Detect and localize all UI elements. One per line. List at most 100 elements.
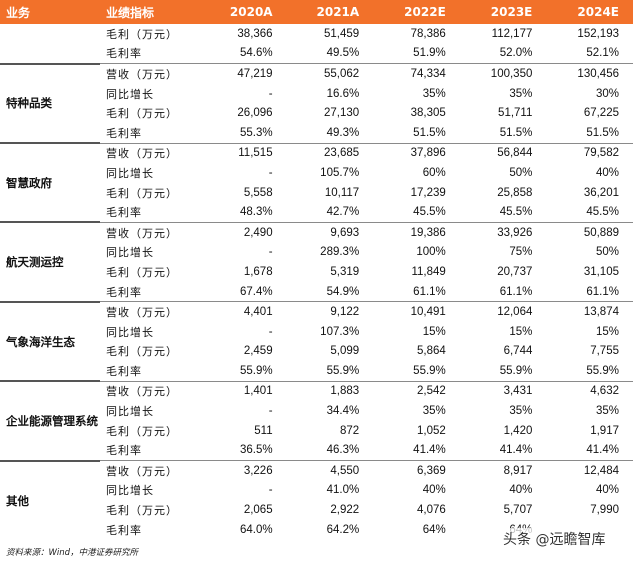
value-cell: 55.3%: [239, 126, 273, 139]
table-row: 毛利率 48.3% 42.7% 45.5% 45.5% 45.5%: [0, 202, 633, 222]
value-cell: 52.0%: [499, 47, 533, 60]
value-cell: 4,550: [286, 460, 374, 481]
value-cell: 10,491: [373, 301, 460, 322]
value-cell: 35%: [509, 87, 533, 100]
value-cell: 36.5%: [239, 444, 273, 457]
value-cell: 5,099: [330, 345, 360, 358]
value-cell: 12,484: [546, 460, 633, 481]
header-2022e: 2022E: [373, 0, 460, 24]
header-2024e: 2024E: [546, 0, 633, 24]
metric-label: 毛利率: [106, 206, 142, 220]
table-row: 毛利率 55.3% 49.3% 51.5% 51.5% 51.5%: [0, 123, 633, 143]
metric-label: 毛利（万元）: [106, 265, 178, 279]
value-cell: 100%: [416, 246, 446, 259]
value-cell: 45.5%: [499, 206, 533, 219]
metric-label: 毛利率: [106, 126, 142, 140]
value-cell: 55,062: [286, 63, 374, 84]
value-cell: 105.7%: [320, 166, 360, 179]
value-cell: 7,755: [590, 345, 619, 358]
value-cell: 35%: [422, 405, 446, 418]
value-cell: 79,582: [546, 142, 633, 164]
value-cell: 38,366: [237, 27, 273, 40]
value-cell: 130,456: [546, 63, 633, 84]
value-cell: 107.3%: [320, 325, 360, 338]
value-cell: 41.4%: [413, 444, 446, 457]
value-cell: 38,305: [410, 107, 446, 120]
table-row: 毛利（万元） 511 872 1,052 1,420 1,917: [0, 421, 633, 441]
value-cell: 40%: [595, 484, 619, 497]
metric-label: 同比增长: [106, 166, 154, 180]
value-cell: 64.2%: [326, 523, 360, 536]
value-cell: 55.9%: [239, 364, 273, 377]
value-cell: 9,693: [286, 221, 374, 243]
value-cell: 54.6%: [239, 47, 273, 60]
table-row: 毛利率 67.4% 54.9% 61.1% 61.1% 61.1%: [0, 282, 633, 302]
value-cell: 4,401: [200, 301, 287, 322]
value-cell: 4,632: [546, 380, 633, 402]
value-cell: -: [268, 87, 273, 100]
metric-label: 毛利率: [106, 523, 142, 537]
header-metric: 业绩指标: [100, 0, 200, 24]
value-cell: 56,844: [459, 142, 547, 164]
business-category: [0, 24, 100, 64]
value-cell: 2,542: [373, 380, 460, 402]
watermark: 头条 @远瞻智库: [500, 528, 609, 550]
value-cell: 511: [254, 424, 273, 437]
metric-label: 营收（万元）: [100, 63, 200, 84]
value-cell: 50,889: [546, 221, 633, 243]
metric-label: 营收（万元）: [100, 142, 200, 164]
value-cell: 41.4%: [499, 444, 533, 457]
value-cell: 15%: [422, 325, 446, 338]
value-cell: 55.9%: [586, 364, 619, 377]
metric-label: 同比增长: [106, 325, 154, 339]
value-cell: 55.9%: [326, 364, 360, 377]
value-cell: 45.5%: [413, 206, 446, 219]
value-cell: 25,858: [497, 186, 533, 199]
value-cell: 5,319: [330, 265, 360, 278]
table-row: 同比增长 - 107.3% 15% 15% 15%: [0, 322, 633, 342]
metric-label: 营收（万元）: [100, 460, 200, 481]
table-row: 智慧政府 营收（万元） 11,515 23,685 37,896 56,844 79,582: [0, 142, 633, 223]
value-cell: 112,177: [491, 27, 533, 40]
value-cell: 11,515: [200, 142, 287, 164]
value-cell: 10,117: [324, 186, 360, 199]
value-cell: -: [268, 325, 273, 338]
value-cell: 74,334: [373, 63, 460, 84]
value-cell: 11,849: [411, 265, 446, 278]
value-cell: 6,744: [503, 345, 533, 358]
value-cell: 7,990: [590, 504, 619, 517]
table-row: 同比增长 - 41.0% 40% 40% 40%: [0, 481, 633, 501]
value-cell: 30%: [595, 87, 619, 100]
value-cell: 2,459: [243, 345, 273, 358]
value-cell: 64.0%: [239, 523, 273, 536]
table-row: 特种品类 营收（万元） 47,219 55,062 74,334 100,350 130,4…: [0, 62, 633, 144]
table-row: 毛利（万元） 26,096 27,130 38,305 51,711 67,225: [0, 103, 633, 123]
value-cell: 17,239: [410, 186, 446, 199]
business-category: 其他: [0, 459, 100, 540]
table-row: 毛利率 54.6% 49.5% 51.9% 52.0% 52.1%: [0, 44, 633, 64]
value-cell: 35%: [595, 405, 619, 418]
table-row: 同比增长 - 289.3% 100% 75% 50%: [0, 243, 633, 263]
value-cell: 40%: [509, 484, 533, 497]
table-row: 毛利率 36.5% 46.3% 41.4% 41.4% 41.4%: [0, 440, 633, 460]
value-cell: 61.1%: [499, 285, 533, 298]
metric-label: 同比增长: [106, 405, 154, 419]
value-cell: 61.1%: [413, 285, 446, 298]
value-cell: 47,219: [200, 63, 287, 84]
value-cell: 2,490: [200, 221, 287, 243]
table-row: 航天测运控 营收（万元） 2,490 9,693 19,386 33,926 50,889: [0, 221, 633, 302]
table-row: 毛利（万元） 2,459 5,099 5,864 6,744 7,755: [0, 342, 633, 362]
metric-label: 毛利率: [106, 364, 142, 378]
value-cell: 64%: [422, 523, 446, 536]
value-cell: 50%: [509, 166, 533, 179]
value-cell: -: [268, 166, 273, 179]
value-cell: 41.4%: [586, 444, 619, 457]
metric-label: 营收（万元）: [100, 301, 200, 322]
value-cell: 100,350: [459, 63, 547, 84]
value-cell: 3,226: [200, 460, 287, 481]
value-cell: 61.1%: [586, 285, 619, 298]
metric-label: 营收（万元）: [100, 221, 200, 243]
value-cell: 1,917: [590, 424, 619, 437]
value-cell: 49.3%: [326, 126, 360, 139]
value-cell: 51,711: [498, 107, 533, 120]
